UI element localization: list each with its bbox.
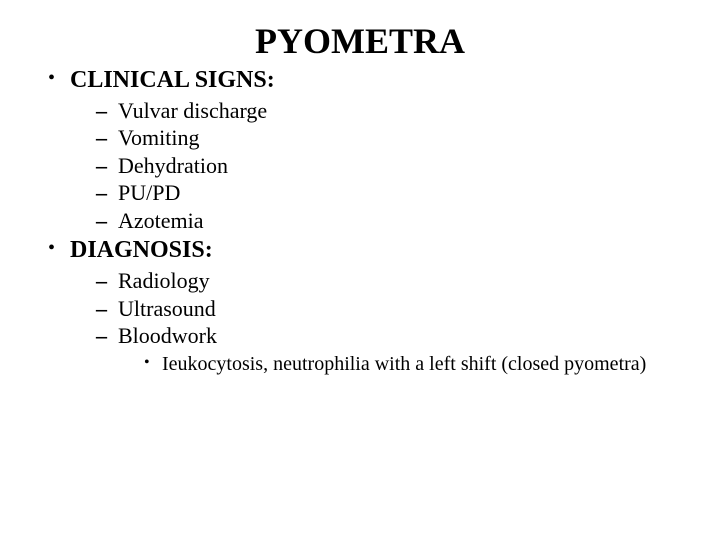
section-clinical-signs: CLINICAL SIGNS: Vulvar discharge Vomitin…	[48, 66, 690, 234]
list-item: Bloodwork Ieukocytosis, neutrophilia wit…	[96, 322, 690, 377]
section-heading: CLINICAL SIGNS:	[70, 67, 275, 93]
list-item: Radiology	[96, 267, 690, 295]
item-text: Vomiting	[118, 125, 200, 150]
bloodwork-sublist: Ieukocytosis, neutrophilia with a left s…	[118, 352, 690, 377]
list-item: Ultrasound	[96, 295, 690, 323]
list-item: Vulvar discharge	[96, 97, 690, 125]
list-item: Dehydration	[96, 152, 690, 180]
clinical-signs-list: Vulvar discharge Vomiting Dehydration PU…	[70, 97, 690, 235]
section-diagnosis: DIAGNOSIS: Radiology Ultrasound Bloodwor…	[48, 236, 690, 376]
item-text: Azotemia	[118, 208, 204, 233]
slide-title: PYOMETRA	[30, 20, 690, 62]
list-item: PU/PD	[96, 179, 690, 207]
item-text: Vulvar discharge	[118, 98, 267, 123]
item-text: Bloodwork	[118, 323, 217, 348]
item-text: Dehydration	[118, 153, 228, 178]
list-item: Vomiting	[96, 124, 690, 152]
list-item: Azotemia	[96, 207, 690, 235]
item-text: PU/PD	[118, 180, 180, 205]
diagnosis-list: Radiology Ultrasound Bloodwork Ieukocyto…	[70, 267, 690, 377]
outline-root: CLINICAL SIGNS: Vulvar discharge Vomitin…	[30, 66, 690, 377]
section-heading: DIAGNOSIS:	[70, 237, 213, 263]
subitem-text: Ieukocytosis, neutrophilia with a left s…	[162, 353, 646, 375]
list-item: Ieukocytosis, neutrophilia with a left s…	[144, 352, 690, 377]
item-text: Radiology	[118, 268, 210, 293]
item-text: Ultrasound	[118, 296, 216, 321]
